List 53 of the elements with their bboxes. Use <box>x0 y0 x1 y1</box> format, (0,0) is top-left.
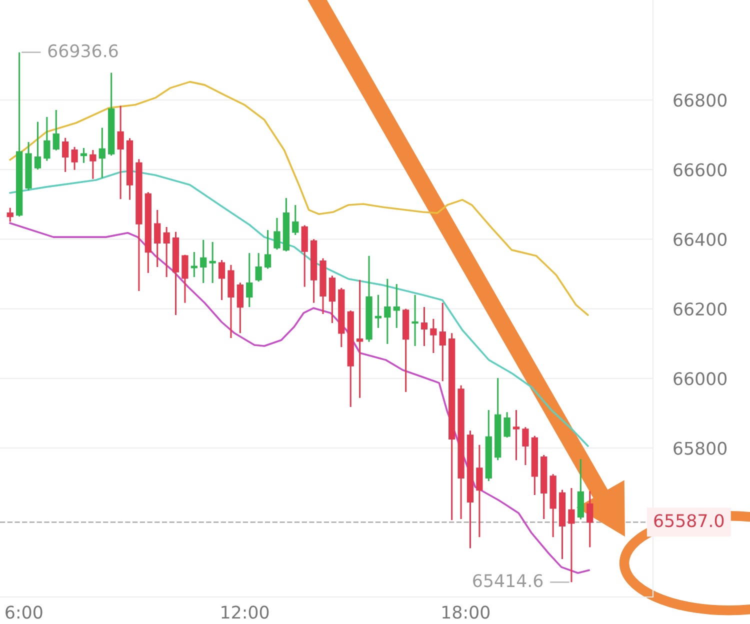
candlestick <box>374 294 382 329</box>
annotation: 65414.6 <box>473 574 543 588</box>
candlestick <box>393 283 400 329</box>
candlestick <box>420 306 428 347</box>
candlestick <box>246 252 253 308</box>
candlestick <box>218 259 226 301</box>
candlestick <box>512 409 520 461</box>
y-tick-label: 66800 <box>674 94 727 107</box>
candlestick <box>154 209 161 268</box>
candlestick <box>504 411 510 438</box>
ref-line-label: 65587.0 <box>654 514 724 528</box>
x-tick-label: 18:00 <box>442 606 490 619</box>
candlestick <box>412 294 418 347</box>
candlestick <box>200 239 207 284</box>
candlestick <box>430 318 437 354</box>
candlestick <box>209 241 216 284</box>
candlestick <box>44 116 50 162</box>
annotation: 66936.6 <box>48 44 118 58</box>
candlestick <box>264 229 272 270</box>
candlestick <box>328 274 336 324</box>
candlestick <box>255 252 262 282</box>
candlestick <box>439 302 446 382</box>
y-tick-label: 65800 <box>674 442 727 455</box>
line-series <box>9 222 590 574</box>
candlestick <box>98 126 106 179</box>
candlestick <box>384 278 391 345</box>
candlestick <box>52 109 60 152</box>
line-series <box>9 80 589 316</box>
y-tick-label: 66600 <box>674 163 727 176</box>
candlestick <box>34 121 42 170</box>
candlestick <box>586 490 594 548</box>
candlestick <box>80 147 88 164</box>
x-tick-label: 12:00 <box>222 606 269 619</box>
candlestick <box>356 279 364 399</box>
candlestick <box>62 137 69 173</box>
candlestick <box>6 207 14 223</box>
candlestick <box>568 487 575 583</box>
candlestick <box>182 254 188 304</box>
candlestick <box>90 149 96 180</box>
line-series <box>9 170 589 447</box>
candlestick <box>476 444 483 538</box>
candlestick <box>274 217 280 250</box>
y-tick-label: 66200 <box>674 302 727 316</box>
candlestick <box>236 282 244 334</box>
candlestick <box>163 226 170 278</box>
candlestick <box>71 146 78 171</box>
candlestick <box>292 204 299 236</box>
candlestick <box>190 251 198 278</box>
x-tick-label: 6:00 <box>6 606 42 619</box>
candlestick <box>522 426 529 466</box>
candlestick <box>117 105 124 200</box>
y-tick-label: 66400 <box>674 232 727 246</box>
y-tick-label: 66000 <box>674 372 727 386</box>
